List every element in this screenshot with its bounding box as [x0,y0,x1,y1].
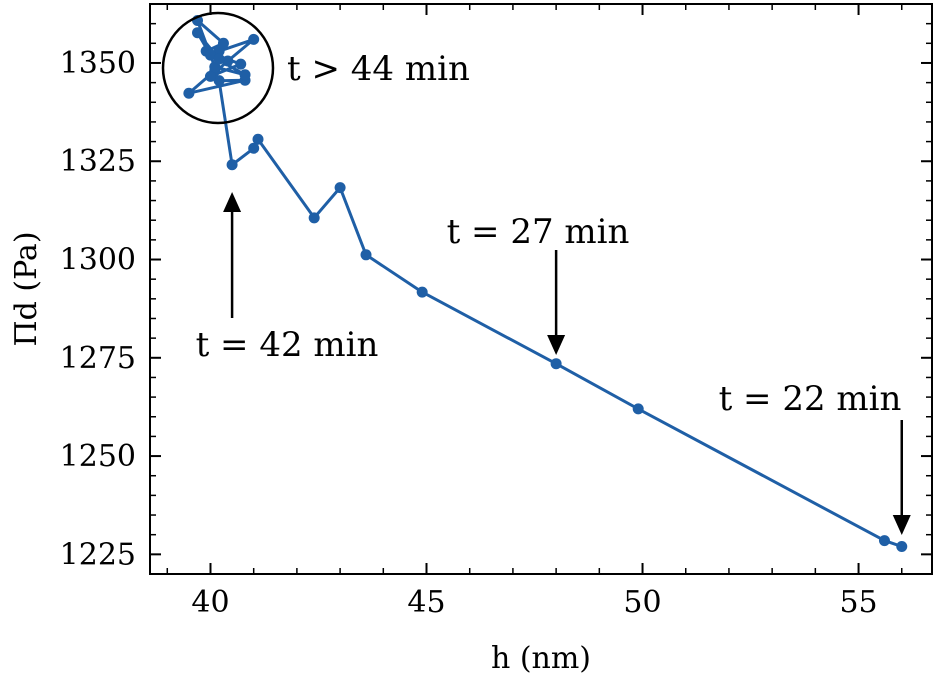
data-point [416,286,428,298]
data-point [204,49,216,61]
data-point [334,182,346,194]
arrow-42-head [223,192,242,212]
data-point [632,403,644,415]
annotation-label: t = 22 min [719,379,902,419]
data-point [183,87,195,99]
annotation-label: t = 42 min [196,325,379,365]
data-point [192,27,204,39]
data-point [248,142,260,154]
series-line [187,19,903,548]
data-point [252,133,264,145]
data-point [360,249,372,261]
x-axis-label: h (nm) [491,641,591,676]
annotations: t > 44 min t = 42 min t = 27 min t = 22 min [161,11,911,535]
x-tick-label: 50 [623,585,661,620]
x-tick-label: 40 [191,585,229,620]
y-tick-label: 1275 [60,341,136,376]
data-point [217,37,229,49]
arrow-27-head [547,335,566,355]
data-point [226,159,238,171]
y-tick-label: 1300 [60,243,136,278]
annotation-label: t = 27 min [447,212,630,252]
data-point [308,212,320,224]
cluster-circle [161,11,275,125]
arrow-22-head [892,515,911,535]
data-point [222,55,234,67]
data-point [248,33,260,45]
data-point [239,69,251,81]
annotation-label: t > 44 min [287,49,470,89]
y-tick-label: 1350 [60,46,136,81]
x-tick-label: 45 [407,585,445,620]
data-point [204,70,216,82]
data-point [896,540,908,552]
y-axis-label: Πd (Pa) [9,231,44,346]
y-tick-label: 1250 [60,439,136,474]
data-point [550,358,562,370]
y-tick-label: 1325 [60,144,136,179]
x-tick-label: 55 [839,585,877,620]
data-point [878,535,890,547]
data-point [235,58,247,70]
y-tick-label: 1225 [60,537,136,572]
data-series [183,15,908,552]
axis-ticks: 40 45 50 55 1225 1250 1275 1300 1325 1350 [60,3,932,620]
data-point [213,53,225,65]
data-point [213,75,225,87]
plot-frame [149,3,933,575]
